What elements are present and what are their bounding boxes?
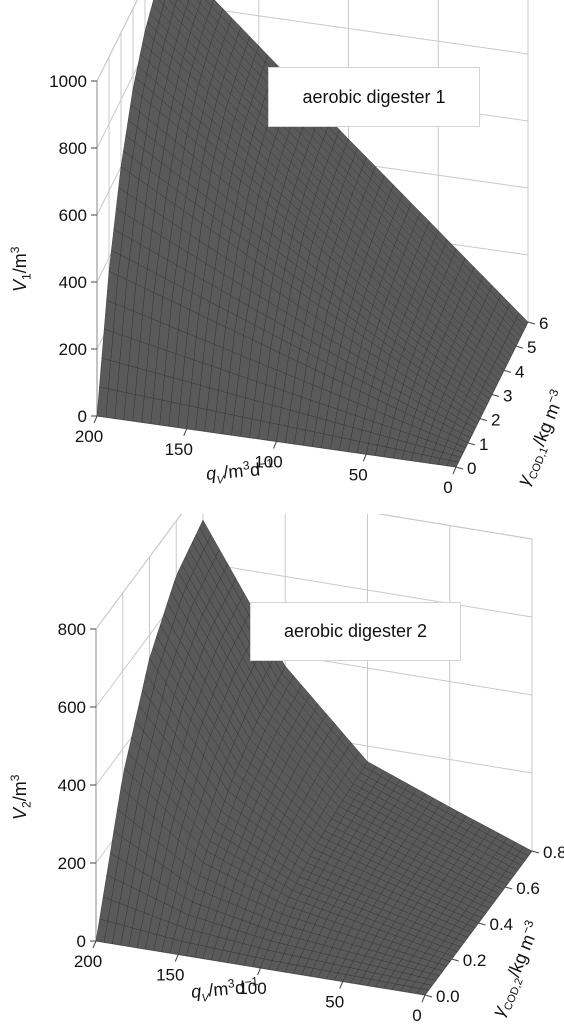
z-tick-label: 0 [78,407,87,426]
z-axis-label-2: V2/m3 [8,774,34,820]
y-tick [531,850,540,854]
x-tick-label: 100 [238,979,266,998]
y-tick-label: 0.0 [436,987,460,1006]
y-tick [478,922,486,926]
y-tick [451,958,459,962]
surface-cell [158,0,166,6]
x-tick-label: 150 [156,966,184,985]
x-tick-label: 100 [254,453,282,472]
surface-cell [416,988,429,996]
annotation-text-1: aerobic digester 1 [302,86,446,107]
x-tick [257,967,261,976]
x-tick [92,940,97,949]
z-tick-label: 600 [59,206,87,225]
x-tick-label: 50 [349,465,368,484]
surface-mesh [96,0,529,468]
y-tick [515,345,524,349]
x-tick [93,415,98,424]
y-tick-label: 0.4 [490,915,514,934]
z-axis-label-1: V1/m3 [8,246,34,292]
x-tick-label: 50 [325,993,344,1012]
x-tick-label: 200 [74,952,102,971]
y-tick-label: 4 [515,362,524,381]
chart-panel-2: 0 200 400 600 800 0 50 100 150 200 0.0 0.2 0.4 0.6 0.8… [0,514,564,1028]
x-tick-label: 0 [443,478,452,497]
z-tick-label: 1000 [49,72,87,91]
x-tick [339,981,344,989]
y-tick [527,321,536,325]
surface-cell [196,0,202,5]
x-tick-label: 0 [412,1006,421,1025]
z-tick-label: 400 [59,273,87,292]
y-tick [505,886,513,890]
z-tick-label: 200 [59,340,87,359]
y-tick-label: 5 [527,338,536,357]
annotation-box-2: aerobic digester 2 [250,602,461,661]
grid-z-wall-xz [168,2,529,55]
z-tick-label: 800 [58,620,86,639]
y-tick-label: 6 [539,314,548,333]
z-tick-label: 600 [58,698,86,717]
x-tick [452,466,457,475]
annotation-box-1: aerobic digester 1 [268,67,480,127]
y-tick-label: 1 [479,435,488,454]
x-tick [174,954,179,962]
y-tick-label: 0 [467,459,476,478]
surface-cell [446,460,459,468]
y-tick [479,418,488,422]
grid-z-wall-yz [95,514,183,630]
y-tick [467,442,476,446]
x-tick [362,454,367,462]
chart-panel-1: 0 200 400 600 800 1000 0 50 100 150 200 0 1 2 3 4 5 6 aer… [8,0,564,497]
y-tick-label: 0.8 [543,843,564,862]
x-tick-label: 150 [165,440,193,459]
y-tick-label: 2 [491,411,500,430]
y-tick-label: 0.6 [516,879,540,898]
y-tick [455,466,464,470]
y-tick [503,369,512,373]
grid-z-wall-xz [202,562,533,618]
y-tick [491,394,500,397]
x-tick-label: 200 [75,427,103,446]
z-tick-label: 0 [77,932,86,951]
grid-z-wall-yz [96,0,138,82]
y-tick-label: 3 [503,387,512,406]
grid-z-wall-xz [376,514,533,540]
y-tick [424,994,433,998]
x-tick [183,428,188,436]
x-tick [421,994,426,1003]
z-tick-label: 400 [58,776,86,795]
z-tick-label: 200 [58,854,86,873]
annotation-text-2: aerobic digester 2 [283,621,428,641]
y-tick-label: 0.2 [463,951,487,970]
surface-mesh [95,519,533,996]
z-tick-label: 800 [59,139,87,158]
x-tick [273,441,277,449]
